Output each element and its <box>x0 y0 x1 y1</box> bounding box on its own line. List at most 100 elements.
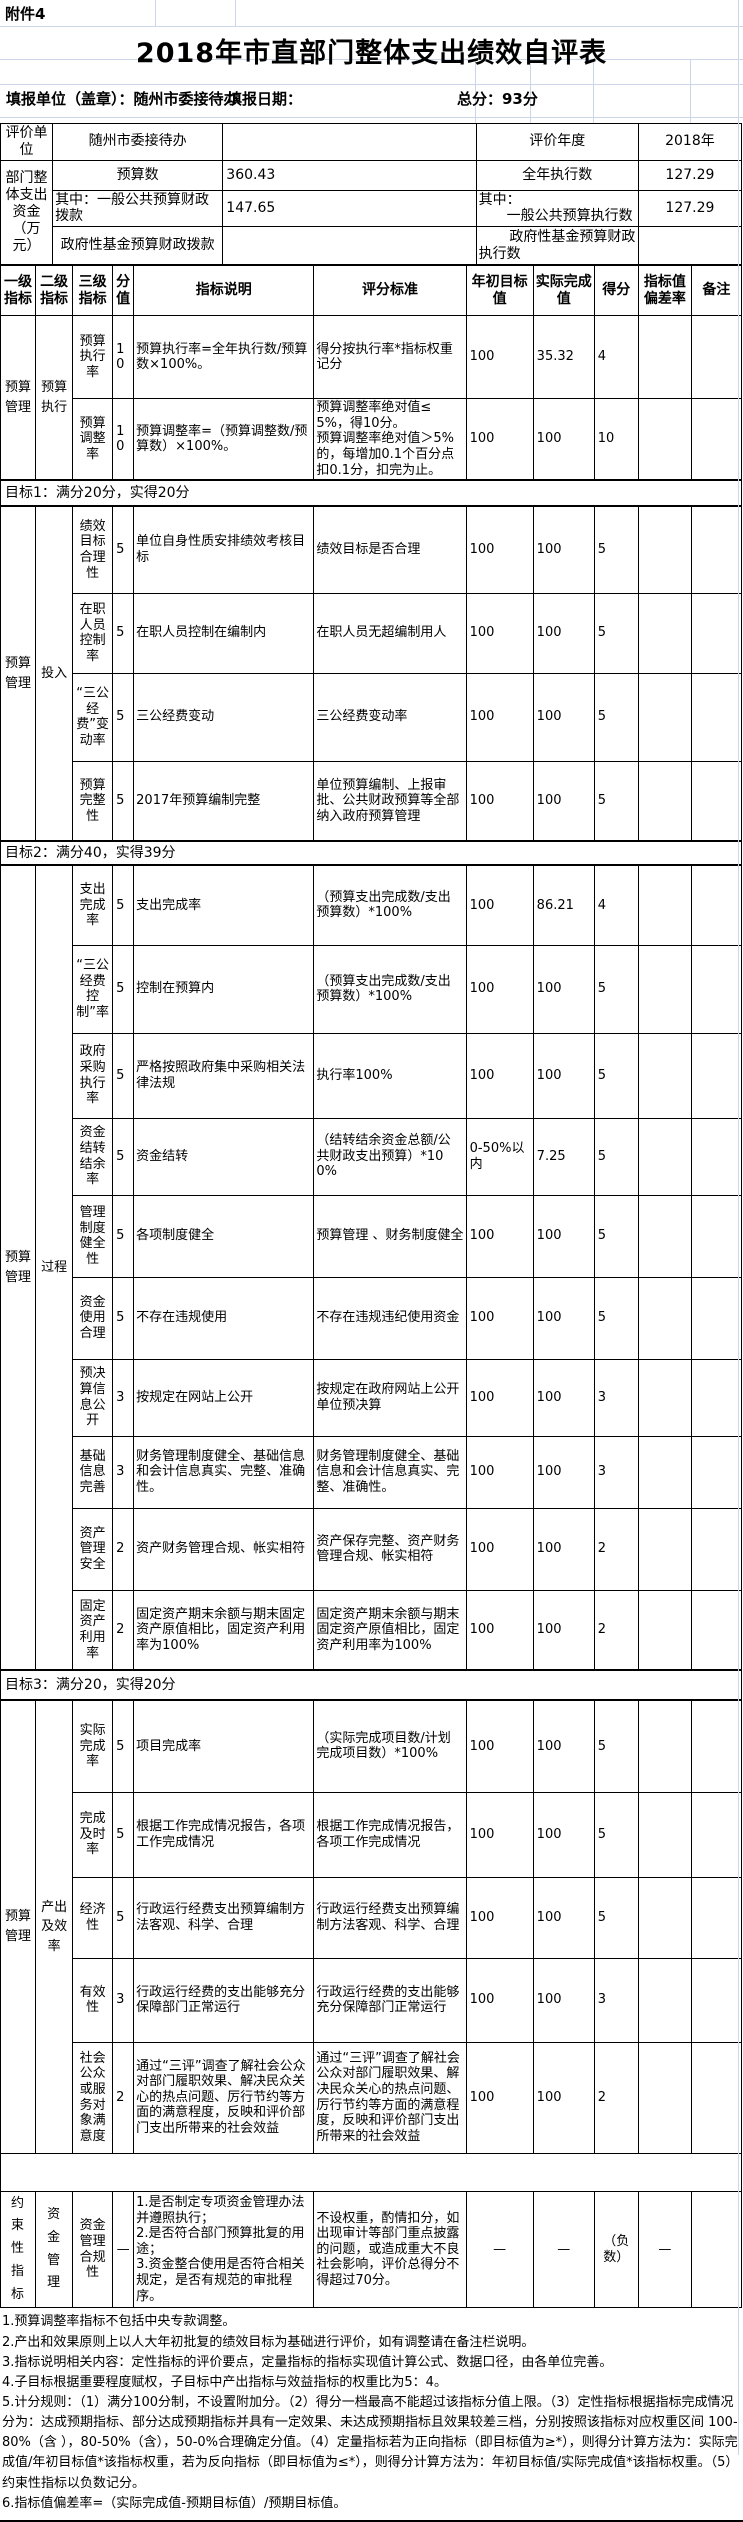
remark-cell <box>690 1957 743 2043</box>
sheet-gridline <box>0 84 743 85</box>
actual-cell: 35.32 <box>532 315 595 400</box>
indicator-row: 基础信息完善 3 财务管理制度健全、基础信息和会计信息真实、完整、准确性。 财务… <box>1 1435 743 1509</box>
remark-cell <box>690 864 743 946</box>
gov-fund-execution-value <box>637 226 743 266</box>
deviation-cell <box>637 1276 692 1360</box>
indicator-name-cell: 在职人员控制率 <box>72 592 114 674</box>
indicator-name-cell: 预算完整性 <box>72 760 114 842</box>
indicator-row: 完成及时率 5 根据工作完成情况报告，各项工作完成情况 根据工作完成情况报告，各… <box>1 1791 743 1878</box>
indicator-row: 预算调整率 10 预算调整率=（预算调整数/预算数）×100%。 预算调整率绝对… <box>1 398 743 481</box>
footnote: 5.计分规则：（1）满分100分制，不设置附加分。（2）得分一档最高不能超过该指… <box>2 2394 739 2491</box>
remark-cell <box>690 2041 743 2154</box>
spacer-row <box>0 2152 742 2192</box>
col-header-level3: 三级指标 <box>72 265 114 317</box>
target-cell: 100 <box>465 1507 534 1591</box>
got-cell: 3 <box>593 1435 639 1509</box>
sheet-gridline <box>0 117 743 118</box>
header-row: 一级指标 二级指标 三级指标 分值 指标说明 评分标准 年初目标值 实际完成值 … <box>0 265 743 317</box>
standard-cell: （预算支出完成数/支出预算数）*100% <box>313 864 467 946</box>
indicator-name-cell: 完成及时率 <box>72 1791 114 1878</box>
weight-cell: 5 <box>112 1032 135 1119</box>
col-header-got: 得分 <box>593 265 639 317</box>
got-cell: 5 <box>593 1699 639 1793</box>
deviation-cell <box>637 944 692 1034</box>
remark-cell <box>690 672 743 762</box>
indicator-name-cell: 预算调整率 <box>72 398 114 481</box>
col-header-target: 年初目标值 <box>465 265 534 317</box>
budget-label: 预算数 <box>52 159 224 191</box>
empty-band <box>0 2152 742 2192</box>
budget-summary-table: 评价单位 随州市委接待办 评价年度 2018年 部门整体支出资金（万元） 预算数… <box>0 123 743 266</box>
target-cell: 100 <box>465 315 534 400</box>
indicator-name-cell: 经济性 <box>72 1876 114 1959</box>
indicator-name-cell: 基础信息完善 <box>72 1435 114 1509</box>
weight-cell: 5 <box>112 944 135 1034</box>
budget-value: 360.43 <box>222 159 477 191</box>
remark-cell <box>690 315 743 400</box>
actual-cell: 100 <box>532 1507 595 1591</box>
level1-cell: 约 束 性 指 标 <box>0 2190 37 2309</box>
got-cell: 5 <box>593 760 639 842</box>
description-cell: 控制在预算内 <box>133 944 315 1034</box>
remark-cell <box>690 398 743 481</box>
actual-cell: 100 <box>532 505 595 594</box>
weight-cell: 5 <box>112 1876 135 1959</box>
standard-cell: 绩效目标是否合理 <box>313 505 467 594</box>
general-budget-value: 147.65 <box>222 189 477 228</box>
level2-cell: 过程 <box>35 864 74 1671</box>
indicator-row: 有效性 3 行政运行经费的支出能够充分保障部门正常运行 行政运行经费的支出能够充… <box>1 1957 743 2043</box>
weight-cell: 5 <box>112 1699 135 1793</box>
got-cell: 3 <box>593 1957 639 2043</box>
indicator-name-cell: 支出完成率 <box>72 864 114 946</box>
weight-cell: 2 <box>112 1507 135 1591</box>
footnote: 6.指标值偏差率=（实际完成值-预期目标值）/预期目标值。 <box>2 2495 347 2511</box>
target-cell: 100 <box>465 505 534 594</box>
col-header-level2: 二级指标 <box>35 265 74 317</box>
level1-cell: 预算管理 <box>0 505 37 842</box>
eval-unit-value: 随州市委接待办 <box>52 123 224 161</box>
standard-cell: （实际完成项目数/计划完成项目数）*100% <box>313 1699 467 1793</box>
weight-cell: 2 <box>112 1589 135 1671</box>
standard-cell: 资产保存完整、资产财务管理合规、帐实相符 <box>313 1507 467 1591</box>
description-cell: 行政运行经费支出预算编制方法客观、科学、合理 <box>133 1876 315 1959</box>
got-cell: 5 <box>593 592 639 674</box>
indicator-row: 预算管理 过程 支出完成率 5 支出完成率 （预算支出完成数/支出预算数）*10… <box>0 864 743 1671</box>
level1-cell: 预算管理 <box>0 1699 37 2154</box>
standard-cell: 固定资产期末余额与期末固定资产原值相比，固定资产利用率为100% <box>313 1589 467 1671</box>
weight-cell: 5 <box>112 1791 135 1878</box>
actual-cell: 100 <box>532 1791 595 1878</box>
weight-cell: 10 <box>112 398 135 481</box>
sheet-gridline <box>235 0 236 26</box>
level2-cell: 投入 <box>35 505 74 842</box>
description-cell: 资金结转 <box>133 1117 315 1196</box>
col-header-description: 指标说明 <box>133 265 315 317</box>
weight-cell: 10 <box>112 315 135 400</box>
deviation-cell <box>637 505 692 594</box>
indicator-row: 预算完整性 5 2017年预算编制完整 单位预算编制、上报审批、公共财政预算等全… <box>1 760 743 842</box>
goal-band-row: 目标2：满分40，实得39分 <box>0 840 742 867</box>
description-cell: 行政运行经费的支出能够充分保障部门正常运行 <box>133 1957 315 2043</box>
remark-cell <box>690 944 743 1034</box>
fill-date-label: 填报日期： <box>227 90 303 108</box>
general-execution-label: 其中： 一般公共预算执行数 <box>475 189 639 228</box>
eval-year-label: 评价年度 <box>475 123 639 161</box>
target-cell: 100 <box>465 672 534 762</box>
actual-cell: 100 <box>532 672 595 762</box>
deviation-cell <box>637 1117 692 1196</box>
table-row: 评价单位 随州市委接待办 评价年度 2018年 <box>0 123 743 161</box>
level2-cell: 产出及效率 <box>35 1699 74 2154</box>
indicator-name-cell: 资金管理合规性 <box>72 2190 114 2309</box>
got-cell: 5 <box>593 1791 639 1878</box>
actual-cell: 100 <box>532 2041 595 2154</box>
got-cell: 5 <box>593 1876 639 1959</box>
target-cell: 100 <box>465 1194 534 1278</box>
footnote: 1.预算调整率指标不包括中央专款调整。 <box>2 2314 236 2330</box>
indicator-row: 预算管理 预算执行 预算执行率 10 预算执行率=全年执行数/预算数×100%。… <box>0 315 743 481</box>
deviation-cell <box>637 760 692 842</box>
footnote: 2.产出和效果原则上以人大年初批复的绩效目标为基础进行评价，如有调整请在备注栏说… <box>2 2334 535 2350</box>
footnote: 3.指标说明相关内容：定性指标的评价要点，定量指标的指标实现值计算公式、数据口径… <box>2 2354 613 2370</box>
deviation-cell <box>637 315 692 400</box>
remark-cell <box>690 1032 743 1119</box>
goal-band-row: 目标1：满分20分，实得20分 <box>0 479 742 508</box>
